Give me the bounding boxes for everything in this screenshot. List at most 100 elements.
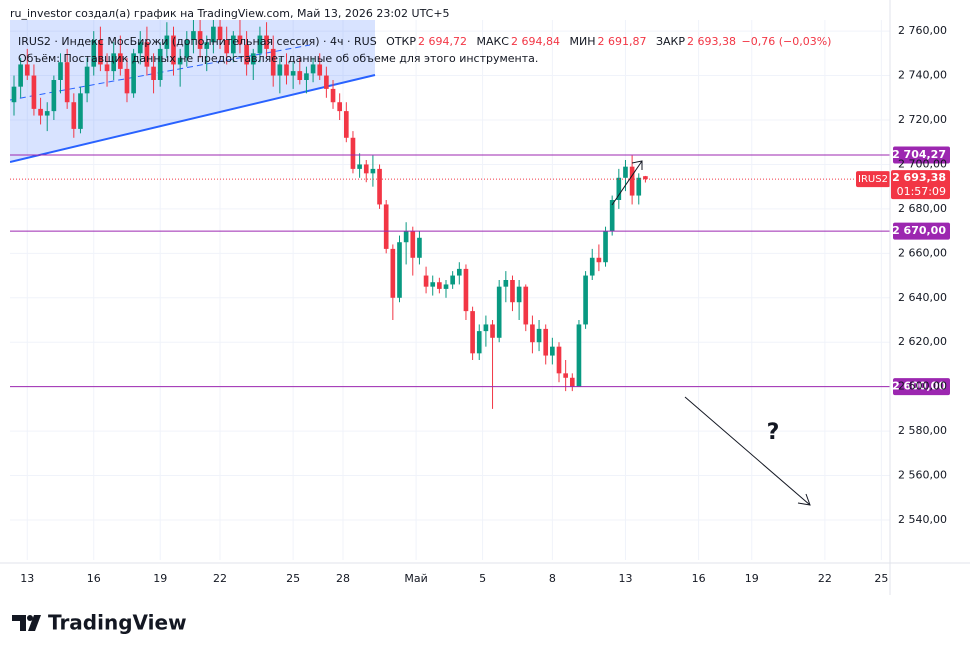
x-tick-label: 13 bbox=[618, 572, 632, 585]
candle-body bbox=[217, 26, 223, 40]
candle-body bbox=[204, 42, 210, 49]
candle-body bbox=[124, 68, 130, 94]
candle-body bbox=[317, 64, 323, 76]
candle-body bbox=[403, 231, 409, 243]
y-tick-label: 2 580,00 bbox=[898, 424, 947, 437]
candle-body bbox=[118, 53, 123, 69]
candle-body bbox=[589, 257, 595, 276]
x-tick-label: 28 bbox=[336, 572, 350, 585]
level-label: 2 670,00 bbox=[892, 224, 946, 237]
legend-label: МАКС bbox=[476, 35, 509, 48]
candle-body bbox=[576, 324, 582, 387]
arrow-head bbox=[631, 160, 643, 170]
candle-body bbox=[330, 88, 336, 103]
legend-change: −0,76 (−0,03%) bbox=[741, 35, 832, 48]
y-tick-label: 2 680,00 bbox=[898, 202, 947, 215]
candle-body bbox=[523, 286, 529, 325]
candle-body bbox=[164, 35, 170, 49]
candle-body bbox=[516, 286, 522, 303]
candle-body bbox=[78, 93, 83, 129]
candle-body bbox=[257, 35, 263, 54]
candle-body bbox=[324, 75, 329, 89]
level-label-box bbox=[893, 222, 950, 240]
legend-label: ОТКР bbox=[386, 35, 416, 48]
x-tick-label: 13 bbox=[20, 572, 34, 585]
candle-body bbox=[270, 48, 276, 76]
x-tick-label: 22 bbox=[818, 572, 832, 585]
candle-body bbox=[177, 57, 183, 65]
candle-body bbox=[290, 71, 296, 76]
candle-body bbox=[244, 44, 249, 65]
level-label: 2 704,27 bbox=[892, 148, 946, 161]
candle-body bbox=[18, 64, 23, 87]
candle-body bbox=[417, 237, 422, 258]
candle-body bbox=[144, 42, 150, 67]
candle-body bbox=[84, 66, 90, 94]
candle-body bbox=[277, 64, 283, 76]
attribution: ru_investor создал(а) график на TradingV… bbox=[10, 7, 450, 20]
candle-body bbox=[383, 204, 389, 249]
candle-body bbox=[490, 324, 495, 338]
candle-body bbox=[58, 62, 63, 80]
candle-body bbox=[643, 176, 648, 180]
y-tick-label: 2 760,00 bbox=[898, 24, 947, 37]
candle-body bbox=[596, 257, 602, 263]
candle-body bbox=[476, 331, 482, 354]
arrow-down bbox=[684, 396, 811, 506]
brand-logo: TradingView bbox=[12, 611, 187, 635]
x-tick-label: 25 bbox=[286, 572, 300, 585]
candle-body bbox=[38, 108, 43, 116]
candle-body bbox=[563, 373, 568, 378]
candle-body bbox=[24, 64, 30, 76]
legend-title: IRUS2 · Индекс МосБиржи (дополнительная … bbox=[18, 35, 377, 48]
candle-body bbox=[157, 48, 163, 80]
y-tick-label: 2 660,00 bbox=[898, 246, 947, 259]
y-tick-label: 2 600,00 bbox=[898, 380, 947, 393]
y-tick-label: 2 700,00 bbox=[898, 157, 947, 170]
candle-body bbox=[390, 248, 396, 298]
candle-body bbox=[450, 275, 455, 285]
candle-body bbox=[98, 40, 103, 65]
brand: TradingView bbox=[48, 611, 187, 635]
x-tick-label: 5 bbox=[479, 572, 486, 585]
x-tick-label: 19 bbox=[153, 572, 167, 585]
candle-body bbox=[510, 280, 515, 303]
x-tick-label: 25 bbox=[874, 572, 888, 585]
candle-body bbox=[629, 166, 635, 196]
candle-body bbox=[623, 166, 628, 178]
candle-body bbox=[410, 231, 416, 258]
candle-body bbox=[437, 282, 442, 289]
candle-body bbox=[91, 40, 97, 67]
volume-note: Объём: Поставщик данных не предоставляет… bbox=[18, 52, 539, 65]
candle-body bbox=[284, 64, 289, 76]
candle-body bbox=[616, 177, 622, 200]
candle-body bbox=[310, 64, 316, 74]
candle-body bbox=[51, 80, 57, 112]
logo-dot bbox=[27, 615, 33, 621]
candle-body bbox=[483, 324, 489, 332]
symbol-tag-box bbox=[856, 171, 890, 188]
candle-body bbox=[31, 75, 37, 109]
level-label: 2 600,00 bbox=[892, 380, 946, 393]
legend-value: 2 694,84 bbox=[511, 35, 560, 48]
candle-body bbox=[191, 31, 196, 40]
legend-value: 2 693,38 bbox=[687, 35, 736, 48]
x-tick-label: 22 bbox=[213, 572, 227, 585]
candle-body bbox=[343, 111, 349, 138]
logo-icon bbox=[12, 615, 41, 631]
candle-body bbox=[609, 200, 615, 232]
y-tick-label: 2 740,00 bbox=[898, 69, 947, 82]
candle-body bbox=[569, 377, 575, 387]
candle-body bbox=[357, 164, 362, 169]
candle-body bbox=[556, 346, 562, 374]
candle-body bbox=[224, 40, 230, 54]
candle-body bbox=[430, 282, 436, 287]
candle-body bbox=[456, 268, 462, 276]
level-label-box bbox=[893, 378, 950, 396]
candle-body bbox=[636, 177, 642, 196]
y-tick-label: 2 560,00 bbox=[898, 469, 947, 482]
candle-body bbox=[137, 42, 143, 54]
candle-body bbox=[197, 31, 203, 49]
arrows bbox=[611, 160, 811, 506]
